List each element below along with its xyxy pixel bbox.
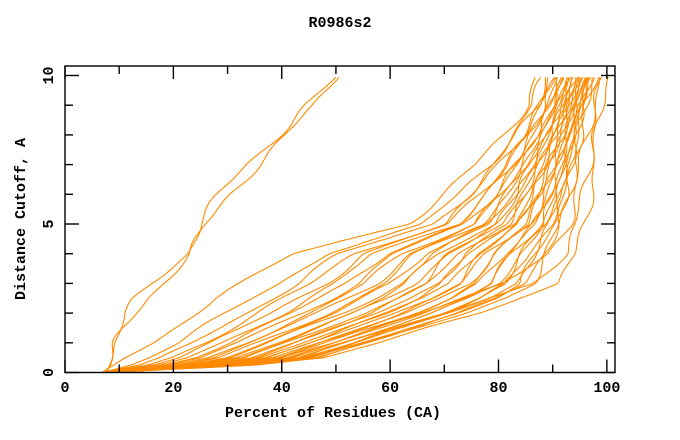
model-curve — [120, 77, 600, 373]
model-curve — [112, 77, 568, 373]
x-tick-label: 80 — [489, 380, 507, 397]
x-tick-label: 20 — [164, 380, 182, 397]
model-curve — [106, 77, 547, 373]
x-tick-label: 60 — [381, 380, 399, 397]
model-curve — [116, 77, 584, 373]
model-curve — [112, 77, 568, 373]
model-curve — [117, 77, 587, 373]
model-curve — [105, 77, 549, 373]
model-curve — [114, 77, 573, 373]
y-tick-label: 5 — [41, 219, 58, 228]
model-curve — [109, 77, 562, 373]
axes — [64, 65, 616, 374]
model-curve — [111, 77, 601, 373]
model-curves — [102, 76, 609, 373]
model-curve — [110, 77, 564, 373]
model-curve — [111, 77, 570, 373]
model-curve — [107, 77, 556, 373]
model-curve — [102, 77, 536, 373]
model-curve — [119, 77, 593, 373]
model-curve — [105, 76, 337, 373]
model-curve — [111, 77, 565, 373]
model-curve — [114, 76, 579, 373]
tick-labels: 0 20 40 60 80 100 0 5 10 — [41, 66, 620, 397]
y-tick-label: 10 — [41, 66, 58, 84]
model-curve — [108, 76, 555, 373]
model-curve — [113, 77, 603, 373]
model-curve — [115, 77, 582, 373]
plot-frame — [64, 65, 616, 374]
model-curve — [115, 77, 609, 373]
chart-title: R0986s2 — [308, 15, 371, 32]
model-curve — [118, 77, 589, 373]
model-curve — [118, 76, 592, 373]
model-curve — [115, 77, 574, 373]
y-tick-label: 0 — [41, 368, 58, 377]
x-tick-label: 0 — [60, 380, 69, 397]
x-tick-label: 100 — [593, 380, 620, 397]
model-curve — [112, 76, 572, 373]
x-tick-label: 40 — [273, 380, 291, 397]
y-axis-label: Distance Cutoff, A — [13, 138, 30, 300]
x-axis-label: Percent of Residues (CA) — [225, 405, 441, 422]
model-curve — [104, 76, 541, 373]
model-curve — [106, 76, 340, 373]
model-curve — [113, 77, 577, 373]
